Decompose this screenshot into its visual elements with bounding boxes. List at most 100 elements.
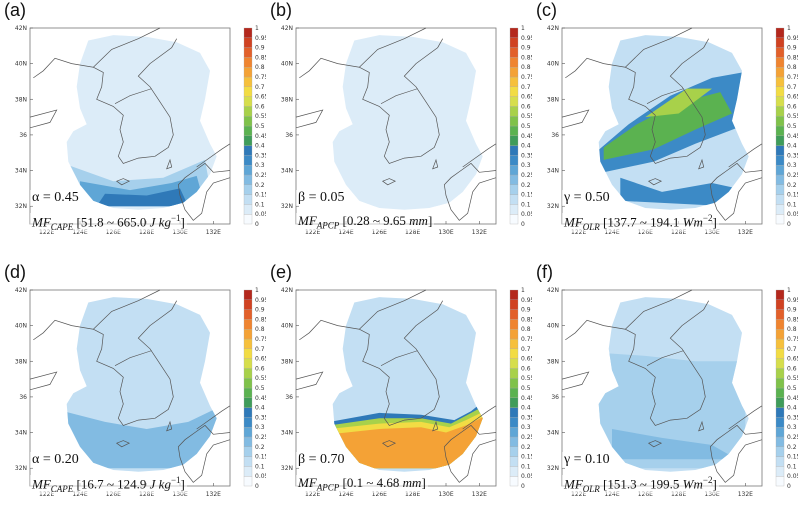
colorbar-tick-label: 0.35 <box>255 152 266 159</box>
lat-tick-label: 36 <box>19 132 27 139</box>
lat-tick-label: 40N <box>15 61 27 68</box>
lat-tick-label: 42N <box>281 287 293 294</box>
colorbar-segment <box>775 387 785 398</box>
colorbar-tick-label: 0.05 <box>521 473 532 480</box>
colorbar-tick-label: 0.95 <box>255 297 266 304</box>
colorbar-tick-label: 0.25 <box>787 172 798 179</box>
colorbar-tick-label: 0.05 <box>521 211 532 218</box>
colorbar-tick-label: 1 <box>787 287 791 294</box>
lon-tick-label: 132E <box>738 491 753 498</box>
colorbar-tick-label: 0.2 <box>521 444 531 451</box>
colorbar-tick-label: 0.35 <box>255 414 266 421</box>
colorbar-segment <box>509 57 519 68</box>
lat-tick-label: 38N <box>547 96 559 103</box>
colorbar-segment <box>243 194 253 205</box>
panel-letter: (c) <box>536 0 557 20</box>
lon-tick-label: 126E <box>372 491 387 498</box>
lon-tick-label: 124E <box>72 491 87 498</box>
colorbar-tick-label: 0.6 <box>787 103 797 110</box>
lat-tick-label: 34N <box>281 430 293 437</box>
colorbar-tick-label: 0.9 <box>787 45 797 52</box>
lat-tick-label: 38N <box>281 358 293 365</box>
colorbar-tick-label: 0.45 <box>521 133 532 140</box>
colorbar-segment <box>775 106 785 117</box>
colorbar-tick-label: 1 <box>255 287 259 294</box>
colorbar-segment <box>509 184 519 195</box>
colorbar-segment <box>509 397 519 408</box>
colorbar-segment <box>775 427 785 438</box>
colorbar-tick-label: 0.7 <box>521 346 531 353</box>
colorbar-segment <box>775 37 785 48</box>
lon-tick-label: 132E <box>206 229 221 236</box>
colorbar-segment <box>243 106 253 117</box>
colorbar-segment <box>509 135 519 146</box>
colorbar-tick-label: 0.1 <box>255 463 265 470</box>
weight-annotation: γ = 0.10 <box>562 452 612 468</box>
colorbar-tick-label: 0.9 <box>255 307 265 314</box>
colorbar-tick-label: 0.65 <box>521 356 532 363</box>
lat-tick-label: 42N <box>547 287 559 294</box>
colorbar-tick-label: 0.25 <box>787 434 798 441</box>
colorbar-tick-label: 0.5 <box>521 123 531 130</box>
colorbar-tick-label: 0.4 <box>521 143 531 150</box>
lon-tick-label: 126E <box>106 229 121 236</box>
lon-tick-label: 122E <box>571 229 586 236</box>
colorbar-tick-label: 0.2 <box>255 182 265 189</box>
colorbar-segment <box>775 309 785 320</box>
colorbar-segment <box>775 299 785 310</box>
colorbar-tick-label: 0.3 <box>521 424 531 431</box>
mf-range-annotation: MFAPCP [0.1 ~ 4.68 mm] <box>296 475 428 493</box>
colorbar-segment <box>509 125 519 136</box>
lat-tick-label: 36 <box>551 394 559 401</box>
colorbar-tick-label: 0.9 <box>787 307 797 314</box>
panel-letter: (e) <box>270 262 292 282</box>
colorbar-segment <box>775 47 785 58</box>
colorbar-segment <box>243 145 253 156</box>
colorbar-segment <box>509 309 519 320</box>
colorbar-tick-label: 0.7 <box>787 84 797 91</box>
colorbar-segment <box>775 466 785 477</box>
colorbar-tick-label: 1 <box>521 25 525 32</box>
colorbar-segment <box>243 476 253 487</box>
colorbar-tick-label: 0.5 <box>787 385 797 392</box>
colorbar-tick-label: 0.75 <box>521 74 532 81</box>
colorbar-tick-label: 0.6 <box>787 365 797 372</box>
colorbar-tick-label: 0.25 <box>521 434 532 441</box>
colorbar-tick-label: 0.8 <box>787 64 797 71</box>
colorbar-tick-label: 0.2 <box>255 444 265 451</box>
colorbar-segment <box>243 27 253 38</box>
colorbar-tick-label: 0.05 <box>255 473 266 480</box>
colorbar-segment <box>509 446 519 457</box>
colorbar-tick-label: 0 <box>255 221 259 228</box>
colorbar-tick-label: 0.05 <box>787 473 798 480</box>
colorbar-tick-label: 0.6 <box>521 103 531 110</box>
lon-tick-label: 130E <box>172 229 187 236</box>
panel-f: 42N 40N 38N 36 34N 32N 122E 124E 126E 128E 130E 132… <box>532 262 798 524</box>
colorbar-tick-label: 0.45 <box>787 133 798 140</box>
colorbar-segment <box>775 86 785 97</box>
lat-tick-label: 34N <box>547 430 559 437</box>
colorbar-tick-label: 0.95 <box>787 297 798 304</box>
colorbar-segment <box>509 194 519 205</box>
lat-tick-label: 32N <box>547 465 559 472</box>
lon-tick-label: 126E <box>638 229 653 236</box>
colorbar-tick-label: 0.15 <box>787 192 798 199</box>
colorbar-tick-label: 0.65 <box>521 94 532 101</box>
lon-tick-label: 130E <box>438 491 453 498</box>
colorbar-tick-label: 0.3 <box>787 424 797 431</box>
colorbar-tick-label: 0.7 <box>787 346 797 353</box>
colorbar-segment <box>775 27 785 38</box>
colorbar-segment <box>509 27 519 38</box>
colorbar-segment <box>243 57 253 68</box>
lon-tick-label: 122E <box>305 229 320 236</box>
colorbar-tick-label: 0.2 <box>521 182 531 189</box>
lon-tick-label: 132E <box>206 491 221 498</box>
colorbar-tick-label: 0.55 <box>521 113 532 120</box>
colorbar-tick-label: 0.55 <box>787 375 798 382</box>
colorbar-tick-label: 0.7 <box>255 84 265 91</box>
colorbar-segment <box>243 427 253 438</box>
colorbar-segment <box>509 96 519 107</box>
colorbar-segment <box>243 387 253 398</box>
lon-tick-label: 124E <box>338 491 353 498</box>
colorbar-tick-label: 0.4 <box>255 405 265 412</box>
